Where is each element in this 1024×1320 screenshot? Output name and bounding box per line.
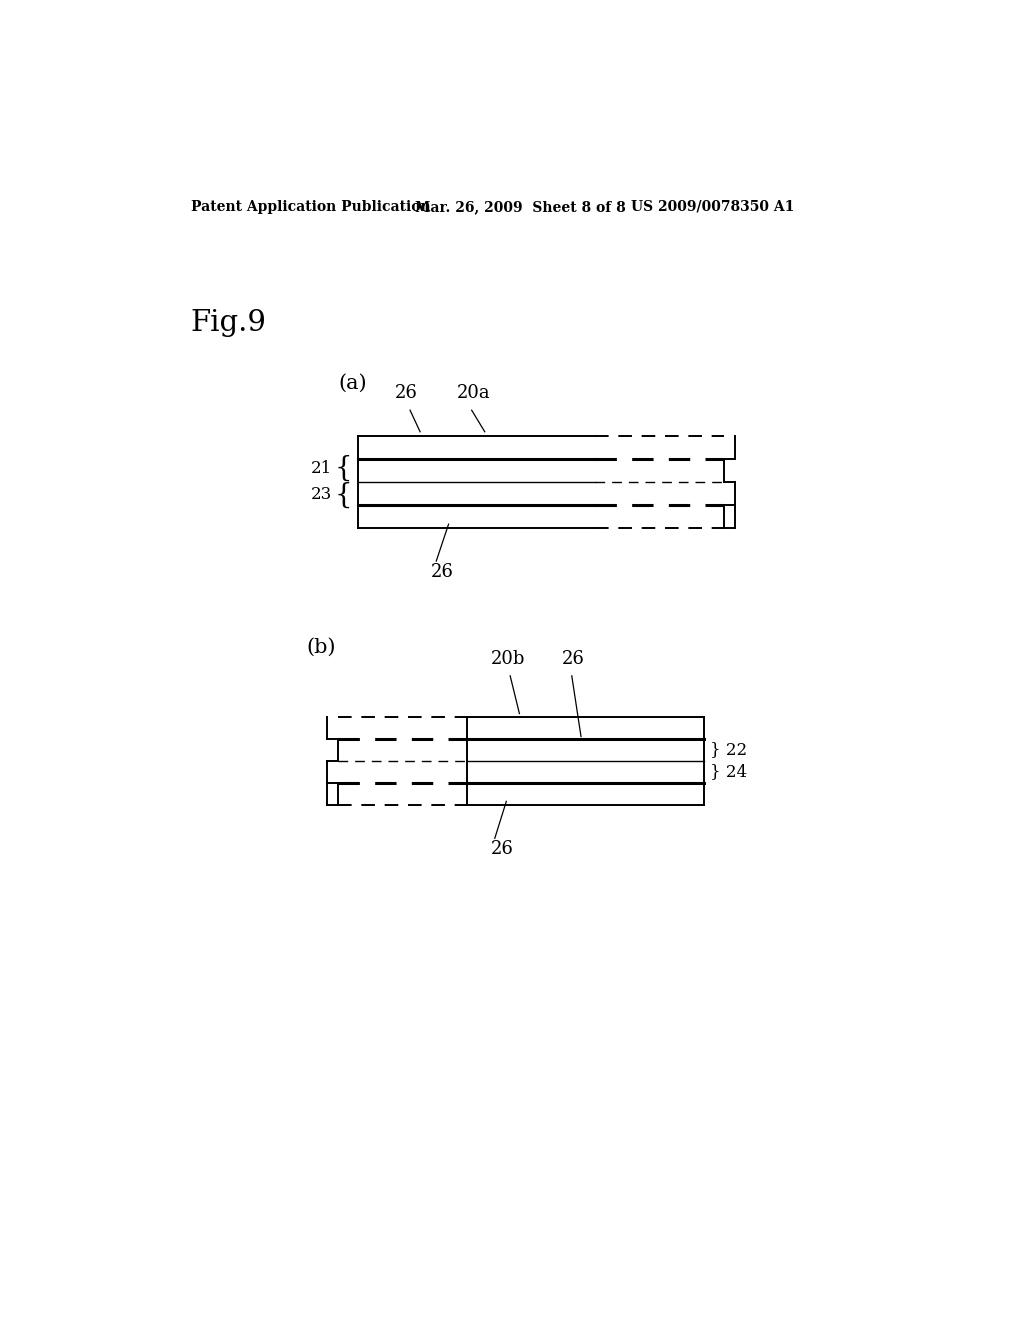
- Text: } 24: } 24: [711, 763, 748, 780]
- Text: 23: 23: [311, 486, 333, 503]
- Text: US 2009/0078350 A1: US 2009/0078350 A1: [631, 199, 795, 214]
- Text: Patent Application Publication: Patent Application Publication: [190, 199, 430, 214]
- Text: {: {: [335, 455, 352, 482]
- Text: } 22: } 22: [711, 742, 748, 759]
- Text: 20a: 20a: [457, 384, 490, 403]
- Text: 21: 21: [311, 461, 333, 478]
- Text: 26: 26: [431, 562, 454, 581]
- Text: Fig.9: Fig.9: [190, 309, 266, 337]
- Text: Mar. 26, 2009  Sheet 8 of 8: Mar. 26, 2009 Sheet 8 of 8: [416, 199, 627, 214]
- Text: (b): (b): [306, 638, 336, 656]
- Text: 20b: 20b: [490, 651, 525, 668]
- Text: 26: 26: [562, 651, 585, 668]
- Text: {: {: [335, 482, 352, 508]
- Text: (a): (a): [339, 374, 367, 393]
- Text: 26: 26: [492, 840, 514, 858]
- Text: 26: 26: [395, 384, 418, 403]
